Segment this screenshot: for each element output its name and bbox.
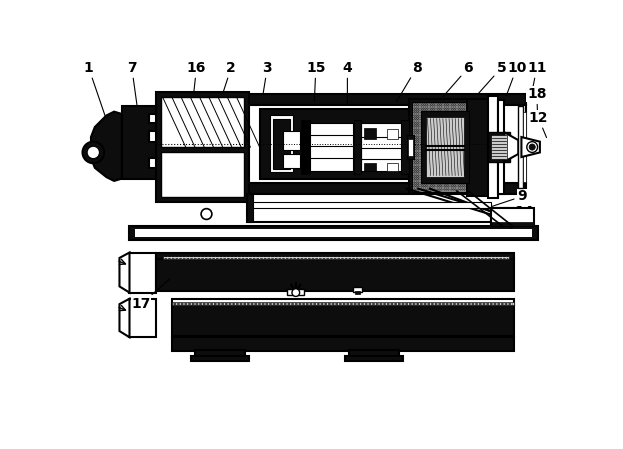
Circle shape	[292, 289, 300, 296]
Bar	[161, 97, 244, 147]
Bar	[467, 98, 488, 196]
Bar	[388, 128, 398, 139]
Bar	[161, 153, 244, 197]
Bar	[498, 100, 505, 194]
Bar	[426, 117, 464, 177]
Text: 8: 8	[397, 61, 422, 101]
Circle shape	[527, 142, 538, 153]
Bar	[349, 350, 399, 359]
Text: 9: 9	[490, 189, 527, 207]
Text: 16: 16	[187, 61, 206, 93]
Bar	[130, 226, 538, 240]
Bar	[492, 222, 534, 226]
Polygon shape	[121, 106, 156, 179]
Text: 14: 14	[509, 205, 535, 220]
Bar	[518, 106, 523, 188]
Bar	[412, 101, 478, 193]
Bar	[401, 120, 409, 174]
Bar	[172, 305, 515, 336]
Bar	[492, 136, 506, 158]
Bar	[355, 291, 359, 294]
Polygon shape	[247, 194, 526, 222]
Polygon shape	[120, 299, 130, 337]
Bar	[156, 252, 515, 259]
Bar	[353, 287, 362, 292]
Text: 17: 17	[131, 279, 169, 311]
Circle shape	[82, 142, 104, 163]
Polygon shape	[130, 299, 156, 337]
Text: 2: 2	[223, 61, 236, 93]
Bar	[172, 337, 515, 351]
Bar	[172, 299, 515, 305]
Bar	[247, 94, 526, 105]
Polygon shape	[120, 252, 130, 293]
Bar	[408, 139, 413, 155]
Bar	[388, 163, 398, 171]
Bar	[156, 259, 515, 291]
Text: 3: 3	[262, 61, 272, 93]
Bar	[247, 202, 492, 208]
Text: 4: 4	[343, 61, 352, 105]
Text: 13: 13	[509, 212, 534, 229]
Text: 15: 15	[306, 61, 326, 101]
Text: 18: 18	[527, 87, 546, 113]
Bar	[270, 115, 293, 172]
Text: 1: 1	[84, 61, 109, 128]
Bar	[310, 123, 353, 171]
Bar	[273, 119, 290, 169]
Bar	[163, 255, 509, 259]
Bar	[191, 357, 249, 361]
Bar	[247, 194, 254, 222]
Bar	[353, 120, 361, 174]
Bar	[287, 289, 304, 295]
Bar	[345, 357, 403, 361]
Circle shape	[529, 144, 535, 150]
Bar	[488, 132, 510, 162]
Polygon shape	[130, 252, 156, 293]
Circle shape	[87, 146, 100, 158]
Bar	[407, 136, 414, 158]
Text: 6: 6	[443, 61, 473, 97]
Bar	[364, 128, 376, 139]
Bar	[135, 229, 532, 237]
Bar	[247, 183, 526, 194]
Bar	[409, 98, 482, 196]
Text: 7: 7	[127, 61, 139, 120]
Text: 12: 12	[528, 111, 548, 137]
Polygon shape	[521, 137, 540, 157]
Text: 11: 11	[527, 61, 546, 96]
Bar	[172, 302, 515, 305]
Bar	[488, 96, 498, 198]
Bar	[260, 109, 492, 179]
Bar	[283, 131, 300, 150]
Polygon shape	[505, 132, 518, 162]
Bar	[421, 111, 469, 183]
Bar	[361, 123, 407, 171]
Bar	[283, 154, 300, 168]
Text: 10: 10	[506, 61, 526, 96]
Bar	[301, 120, 310, 174]
Bar	[247, 105, 526, 183]
Bar	[492, 208, 534, 226]
Text: 5: 5	[478, 61, 506, 94]
Bar	[523, 112, 526, 182]
Bar	[195, 350, 245, 359]
Circle shape	[201, 209, 212, 220]
Bar	[156, 92, 249, 202]
Bar	[364, 163, 376, 171]
Polygon shape	[91, 112, 121, 181]
